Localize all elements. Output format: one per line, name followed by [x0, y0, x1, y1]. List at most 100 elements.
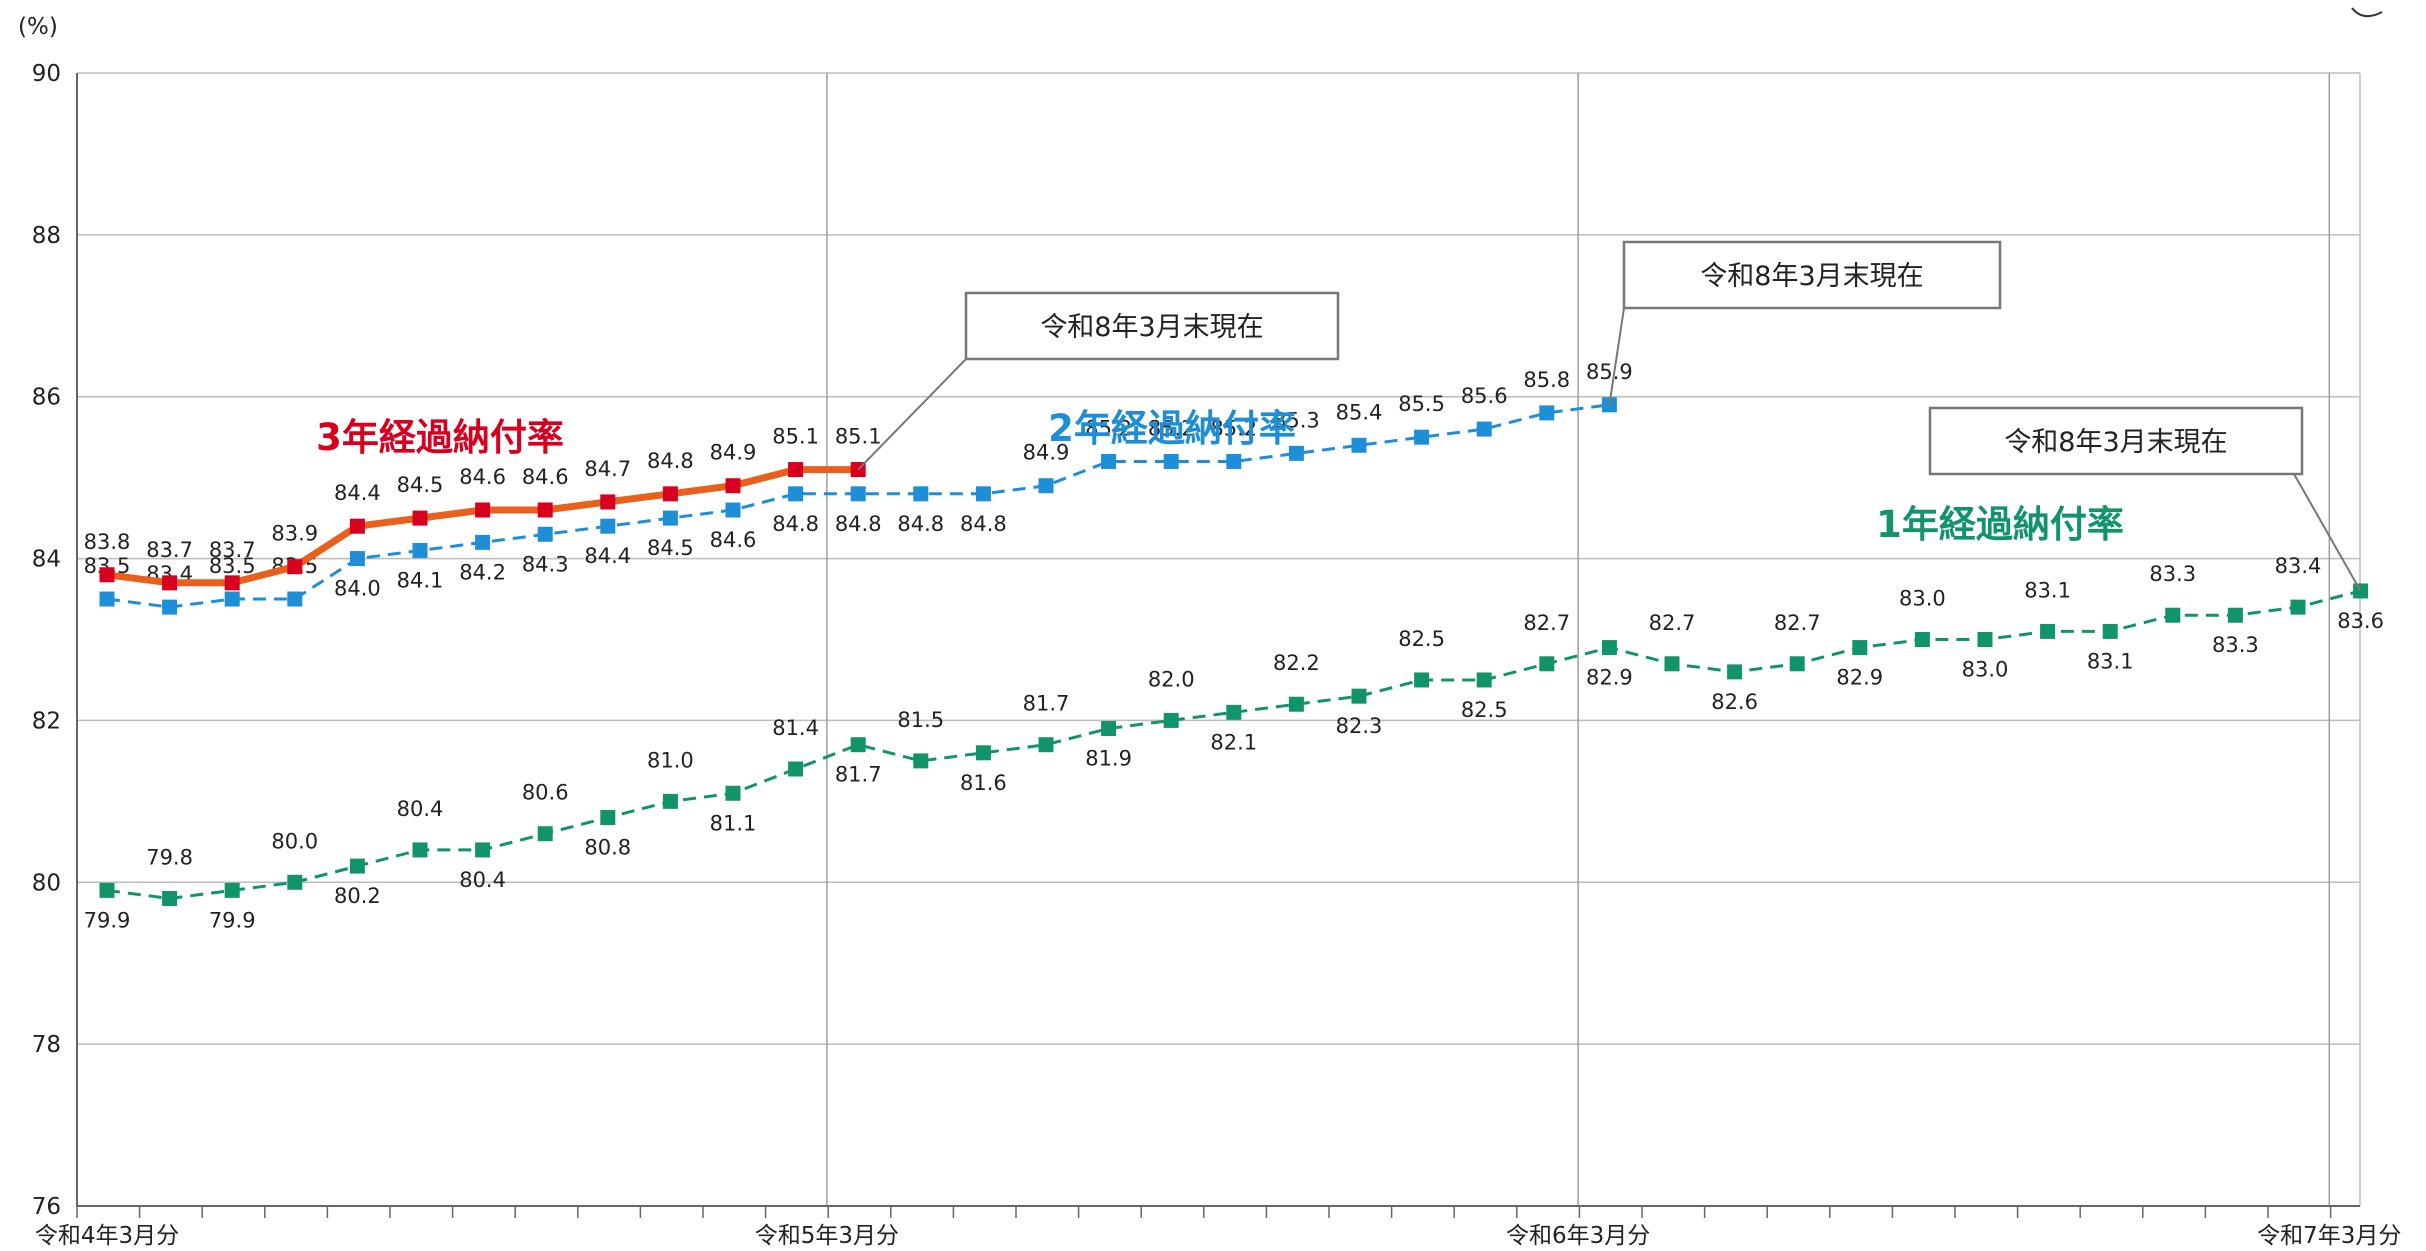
- data-label: 85.2: [1085, 416, 1132, 440]
- data-point: [725, 478, 741, 494]
- data-label: 80.8: [584, 836, 631, 860]
- data-point: [349, 858, 365, 874]
- data-point: [975, 745, 991, 761]
- data-point: [1852, 640, 1868, 656]
- data-point: [99, 591, 115, 607]
- data-label: 84.0: [334, 577, 381, 601]
- corner-bracket-icon: [2351, 7, 2383, 18]
- data-label: 82.5: [1398, 627, 1445, 651]
- data-point: [1789, 656, 1805, 672]
- data-label: 84.6: [710, 528, 757, 552]
- series-labels: 3年経過納付率 2年経過納付率 1年経過納付率: [316, 407, 2124, 546]
- data-label: 82.2: [1273, 651, 1320, 675]
- data-point: [1101, 453, 1117, 469]
- data-point: [349, 551, 365, 567]
- data-point: [1101, 721, 1117, 737]
- y-tick-label: 84: [32, 547, 61, 573]
- data-point: [725, 502, 741, 518]
- data-label: 81.9: [1085, 747, 1132, 771]
- data-point: [1914, 632, 1930, 647]
- data-point: [600, 518, 616, 534]
- data-point: [1539, 405, 1555, 421]
- data-point: [1664, 656, 1680, 672]
- data-label: 82.1: [1210, 730, 1257, 754]
- data-label: 82.6: [1711, 690, 1758, 714]
- data-label: 85.2: [1210, 416, 1257, 440]
- data-label: 79.9: [209, 908, 256, 932]
- series-name-label: 3年経過納付率: [316, 416, 564, 459]
- data-label: 85.3: [1273, 408, 1320, 432]
- series-3: 79.9 79.8 79.9 80.0 80.2 80.4 80.4 80.6 80.8 81.0…: [84, 554, 2384, 932]
- data-point: [349, 518, 365, 534]
- data-label: 82.9: [1586, 666, 1633, 690]
- data-label: 85.1: [772, 425, 819, 449]
- series-name-label: 2年経過納付率: [1048, 407, 1296, 450]
- data-point: [224, 882, 240, 898]
- y-tick-label: 86: [32, 385, 61, 411]
- callout-leader: [857, 358, 967, 471]
- data-point: [725, 785, 741, 801]
- data-label: 84.8: [897, 512, 944, 536]
- data-label: 84.6: [522, 465, 569, 489]
- y-tick-label: 82: [32, 708, 61, 734]
- data-label: 84.7: [584, 457, 631, 481]
- data-label: 80.6: [522, 781, 569, 805]
- data-point: [788, 462, 804, 478]
- data-point: [662, 486, 678, 502]
- x-tick-labels: 令和4年3月分 令和5年3月分 令和6年3月分 令和7年3月分: [35, 1223, 2402, 1249]
- data-label: 82.3: [1336, 714, 1383, 738]
- y-tick-label: 76: [32, 1194, 61, 1220]
- data-point: [2165, 607, 2181, 623]
- data-label: 84.5: [397, 473, 444, 497]
- callout-label: 令和8年3月末現在: [2004, 427, 2227, 458]
- y-tick-label: 88: [32, 223, 61, 249]
- y-tick-label: 80: [32, 870, 61, 896]
- data-point: [1727, 664, 1743, 680]
- data-point: [1038, 478, 1054, 494]
- data-label: 83.1: [2087, 649, 2134, 673]
- data-point: [99, 567, 115, 583]
- data-label: 80.2: [334, 884, 381, 908]
- data-label: 84.8: [960, 512, 1007, 536]
- y-tick-label: 90: [32, 61, 61, 87]
- data-point: [287, 874, 303, 890]
- data-label: 83.8: [84, 530, 131, 554]
- data-label: 85.8: [1523, 368, 1570, 392]
- callout-label: 令和8年3月末現在: [1040, 312, 1263, 343]
- data-point: [1038, 737, 1054, 753]
- data-point: [2102, 623, 2118, 639]
- data-point: [537, 826, 553, 842]
- data-point: [662, 510, 678, 526]
- data-label: 84.4: [584, 544, 631, 568]
- data-point: [99, 882, 115, 898]
- data-label: 84.6: [459, 465, 506, 489]
- data-label: 81.0: [647, 748, 694, 772]
- data-label: 81.1: [710, 811, 757, 835]
- data-label: 82.7: [1523, 611, 1570, 635]
- data-point: [1539, 656, 1555, 672]
- data-label: 84.8: [835, 512, 882, 536]
- data-point: [1977, 632, 1993, 647]
- data-point: [662, 793, 678, 809]
- chart-series: 79.9 79.8 79.9 80.0 80.2 80.4 80.4 80.6 80.8 81.0…: [84, 360, 2384, 933]
- data-point: [1226, 453, 1242, 469]
- data-label: 85.9: [1586, 360, 1633, 384]
- data-point: [287, 591, 303, 607]
- data-label: 83.9: [271, 522, 318, 546]
- data-label: 80.4: [397, 797, 444, 821]
- data-label: 82.7: [1649, 611, 1696, 635]
- data-label: 85.6: [1461, 384, 1508, 408]
- x-tick-label: 令和4年3月分: [35, 1223, 179, 1249]
- data-label: 81.4: [772, 716, 819, 740]
- callout-leader: [2293, 473, 2362, 592]
- data-point: [1226, 704, 1242, 720]
- x-tick-label: 令和6年3月分: [1506, 1223, 1650, 1249]
- data-point: [1476, 421, 1492, 437]
- data-label: 81.7: [1023, 692, 1070, 716]
- data-label: 82.0: [1148, 667, 1195, 691]
- data-point: [475, 502, 491, 518]
- data-point: [1351, 688, 1367, 704]
- data-point: [1414, 672, 1430, 688]
